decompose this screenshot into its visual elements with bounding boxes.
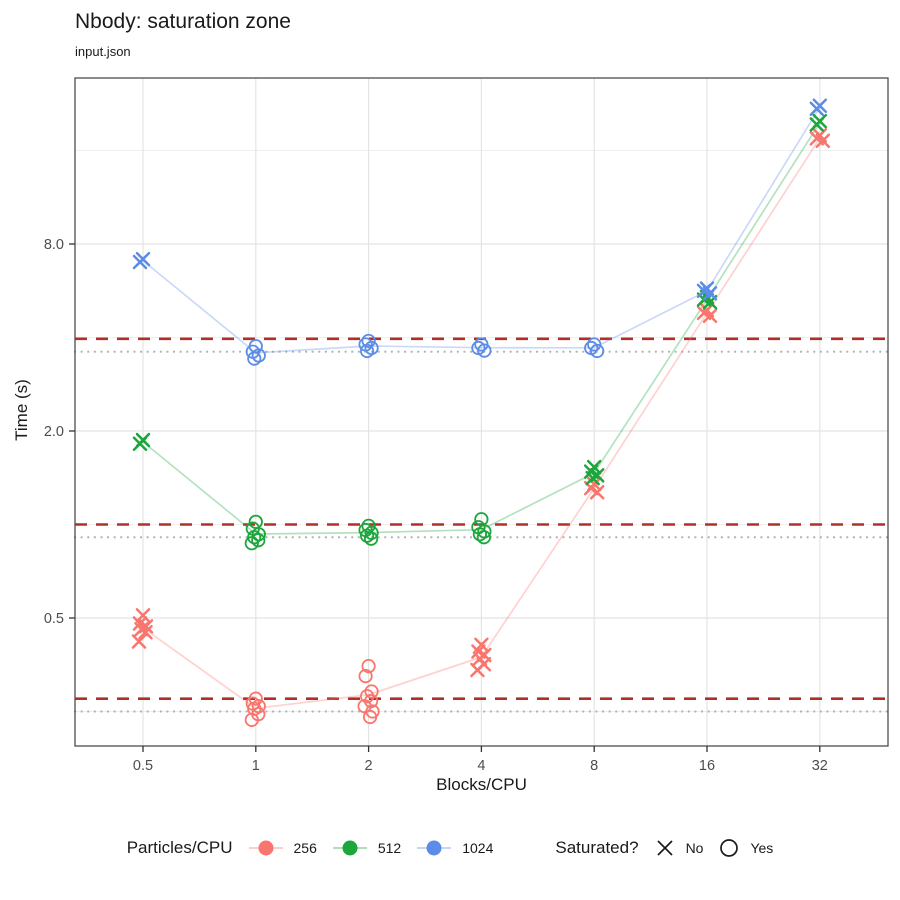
legend-item-256-label: 256 [293, 840, 317, 856]
svg-text:0.5: 0.5 [133, 758, 153, 774]
chart-title: Nbody: saturation zone [75, 10, 291, 33]
circle-marker-icon [720, 839, 739, 857]
legend-color-title: Particles/CPU [126, 838, 233, 857]
legend-item-1024-label: 1024 [462, 840, 494, 856]
legend-shape-group: Saturated? No Yes [555, 836, 773, 860]
legend-item-not-saturated: No [653, 836, 704, 860]
svg-text:4: 4 [477, 758, 485, 774]
legend-shape-title: Saturated? [555, 838, 639, 857]
legend-item-512: 512 [331, 838, 401, 858]
svg-text:2.0: 2.0 [44, 424, 64, 440]
svg-text:1: 1 [252, 758, 260, 774]
legend: Particles/CPU 256 512 [0, 836, 900, 860]
svg-text:32: 32 [812, 758, 828, 774]
series-512-key-icon [332, 840, 367, 856]
legend-item-saturated: Yes [717, 836, 773, 860]
plot-area: 0.5 1 2 4 8 16 32 0.5 2.0 8.0 [44, 77, 890, 774]
series-256-key-icon [248, 840, 283, 856]
legend-item-256: 256 [247, 838, 317, 858]
svg-text:2: 2 [365, 758, 373, 774]
x-axis-label: Blocks/CPU [436, 775, 527, 794]
svg-text:8: 8 [590, 758, 598, 774]
svg-text:16: 16 [699, 758, 715, 774]
series-1024-key-icon [417, 840, 452, 856]
legend-color-group: Particles/CPU 256 512 [127, 838, 494, 858]
svg-text:0.5: 0.5 [44, 611, 64, 627]
legend-item-no-label: No [685, 840, 704, 856]
x-marker-icon [656, 840, 673, 856]
legend-item-yes-label: Yes [750, 840, 774, 856]
svg-text:8.0: 8.0 [44, 237, 64, 253]
legend-item-512-label: 512 [377, 840, 402, 856]
chart-subtitle: input.json [75, 44, 131, 59]
legend-item-1024: 1024 [415, 838, 493, 858]
y-axis-label: Time (s) [12, 379, 31, 441]
